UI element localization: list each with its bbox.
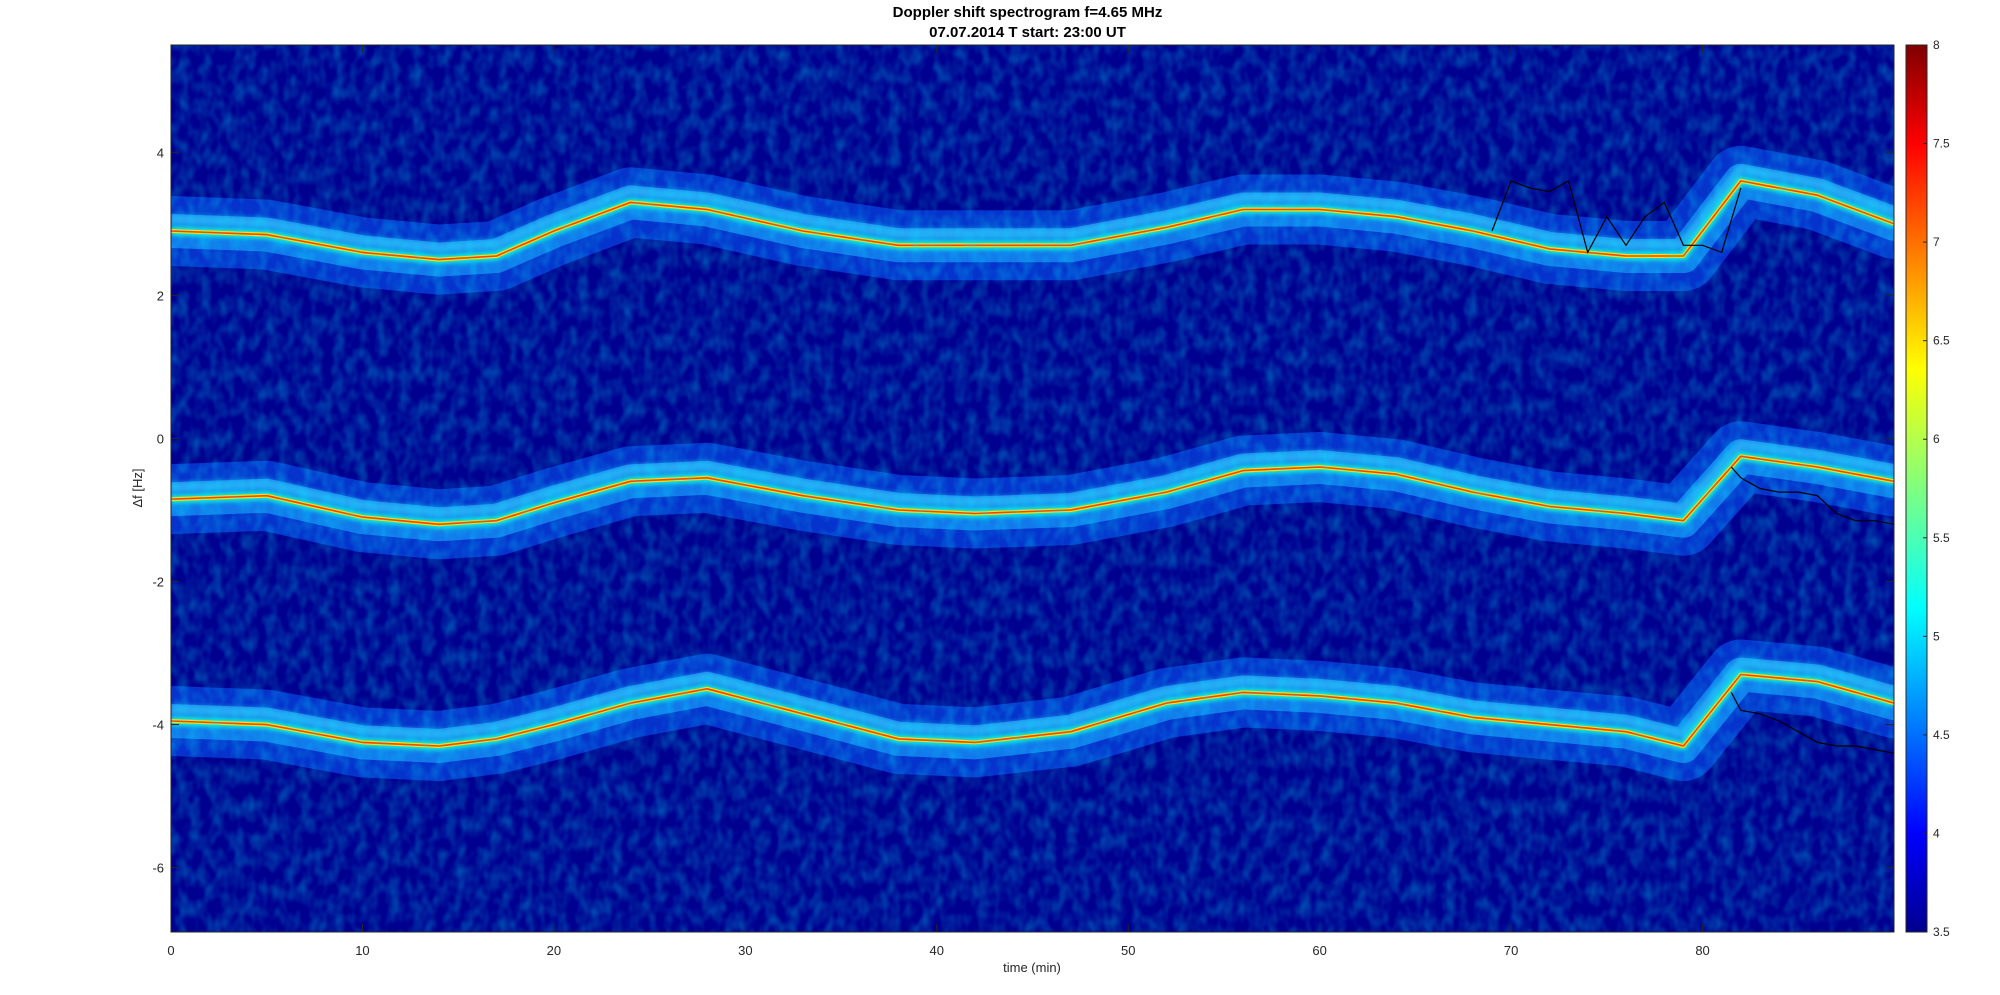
chart-title: Doppler shift spectrogram f=4.65 MHz xyxy=(892,4,1163,21)
colorbar-tick-label: 5.5 xyxy=(1933,531,1950,545)
colorbar-tick-label: 5 xyxy=(1933,629,1940,643)
colorbar-tick-label: 3.5 xyxy=(1933,925,1950,939)
x-tick-label: 20 xyxy=(547,943,561,958)
track-line-2 xyxy=(1730,466,1894,525)
y-tick-label: 4 xyxy=(157,145,164,160)
colorbar-tick-label: 4.5 xyxy=(1933,728,1950,742)
x-tick-label: 40 xyxy=(930,943,944,958)
x-tick-label: 0 xyxy=(167,943,174,958)
x-tick-label: 70 xyxy=(1504,943,1518,958)
track-line-1 xyxy=(1491,179,1742,255)
x-tick-label: 50 xyxy=(1121,943,1135,958)
chart-subtitle: 07.07.2014 T start: 23:00 UT xyxy=(929,24,1126,41)
speckle-noise xyxy=(171,45,1894,932)
y-tick-label: 2 xyxy=(157,288,164,303)
track-line-3 xyxy=(1730,692,1894,754)
colorbar-tick-label: 7.5 xyxy=(1933,137,1950,151)
colorbar-tick-label: 4 xyxy=(1933,826,1940,840)
y-axis-label: Δf [Hz] xyxy=(130,468,145,507)
y-tick-label: -4 xyxy=(152,718,164,733)
x-tick-label: 10 xyxy=(355,943,369,958)
colorbar xyxy=(1905,44,1928,933)
colorbar-tick-label: 7 xyxy=(1933,235,1940,249)
x-tick-label: 60 xyxy=(1312,943,1326,958)
y-tick-label: -6 xyxy=(152,861,164,876)
x-axis-label: time (min) xyxy=(1003,960,1061,975)
colorbar-tick-label: 6.5 xyxy=(1933,334,1950,348)
x-tick-label: 80 xyxy=(1695,943,1709,958)
colorbar-tick-label: 6 xyxy=(1933,432,1940,446)
y-tick-label: -2 xyxy=(152,574,164,589)
colorbar-tick-label: 8 xyxy=(1933,38,1940,52)
x-tick-label: 30 xyxy=(738,943,752,958)
y-tick-label: 0 xyxy=(157,431,164,446)
